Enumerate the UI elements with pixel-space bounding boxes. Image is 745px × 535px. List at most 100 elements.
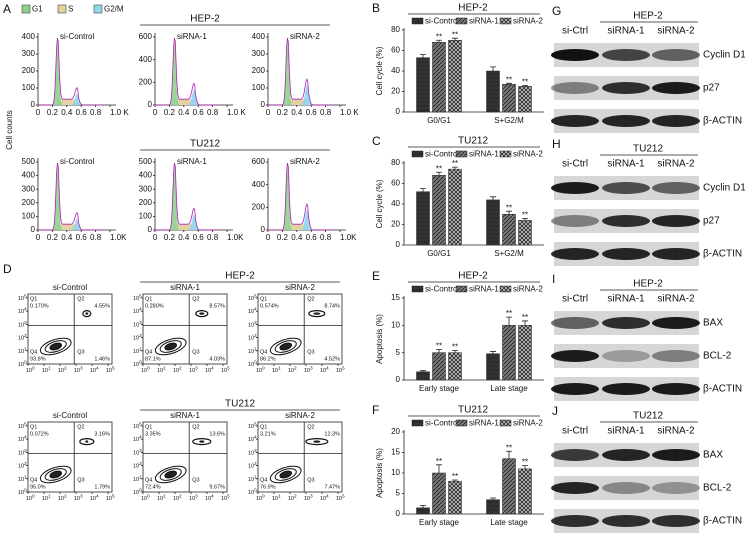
quadrant-name: Q1 [30,296,37,302]
y-tick-label: 102 [248,333,257,342]
y-tick-label: 5 [396,489,401,498]
group-title: HEP-2 [190,14,220,25]
quadrant-value: 0.170% [30,303,49,309]
legend-swatch [411,419,424,427]
significance: ** [436,32,442,41]
tick-base: 10 [18,336,24,342]
y-tick-label: 300 [252,49,266,58]
tick-base: 10 [320,368,326,374]
tick-base: 10 [336,496,342,502]
significance: ** [436,457,442,466]
tick-exponent: 0 [147,366,150,371]
contour [269,337,302,356]
quadrant-name: Q2 [192,296,199,302]
tick-exponent: 5 [342,366,345,371]
tick-base: 10 [221,496,227,502]
bar [486,353,500,381]
tick-exponent: 1 [163,366,166,371]
tick-base: 10 [90,496,96,502]
legend-swatch [411,150,424,158]
band [551,115,599,127]
tick-exponent: 0 [139,488,142,493]
tick-base: 10 [189,368,195,374]
tick-exponent: 3 [24,448,27,453]
y-tick-label: 101 [133,474,142,483]
tick-base: 10 [133,296,139,302]
tick-exponent: 3 [139,320,142,325]
y-tick-label: 103 [248,448,257,457]
tick-exponent: 4 [211,494,214,499]
significance: ** [522,458,528,467]
x-tick-label: 102 [58,366,67,375]
lane-label: si-Ctrl [562,294,588,305]
x-tick-label: 0.4 [291,233,303,242]
quadrant-name: Q2 [307,424,314,430]
plot-label: si-Control [53,283,87,292]
group-title: HEP-2 [225,271,255,282]
x-tick-label: 104 [205,494,214,503]
protein-label: Cyclin D1 [703,50,745,61]
x-tick-label: 0.2 [277,108,289,117]
lane-label: siRNA-1 [607,426,645,437]
error-bar [490,66,496,71]
y-tick-label: 102 [18,461,27,470]
y-tick-label: 100 [133,488,142,497]
tick-base: 10 [18,451,24,457]
tick-exponent: 5 [227,366,230,371]
band [652,248,700,260]
blot-title: TU212 [633,411,663,422]
plot-label: siRNA-1 [170,283,200,292]
y-tick-label: 10 [391,468,400,477]
y-tick-label: 400 [139,171,153,180]
tick-base: 10 [133,477,139,483]
y-tick-label: 104 [133,307,142,316]
tick-exponent: 0 [262,494,265,499]
quadrant-value: 1.79% [94,484,110,490]
bar [416,57,430,113]
quadrant-name: Q4 [260,349,267,355]
tick-base: 10 [256,368,262,374]
error-bar [452,166,458,170]
tick-exponent: 3 [254,320,257,325]
band [652,350,700,362]
hist-s [155,224,220,230]
y-tick-label: 20 [391,427,400,436]
tick-base: 10 [18,490,24,496]
legend-swatch [499,285,512,293]
blot-title: HEP-2 [633,11,663,22]
y-tick-label: 0 [396,107,401,116]
legend-swatch [499,17,512,25]
x-tick-label: 0 [36,233,41,242]
x-tick-label: 103 [189,366,198,375]
x-tick-label: 0.8 [90,108,102,117]
tick-exponent: 0 [262,366,265,371]
x-tick-label: Early stage [419,518,460,527]
tick-exponent: 5 [112,494,115,499]
hist-outline [155,162,220,231]
blot-title: TU212 [633,144,663,155]
bar [448,168,462,246]
tick-base: 10 [58,368,64,374]
y-tick-label: 103 [133,448,142,457]
y-tick-label: 40 [391,66,400,75]
bar [518,325,532,381]
contour [82,310,92,318]
y-tick-label: 100 [22,212,36,221]
tick-base: 10 [248,464,254,470]
plot-frame [257,293,343,365]
tick-exponent: 2 [254,461,257,466]
tick-exponent: 5 [24,294,27,299]
x-tick-label: 101 [42,366,51,375]
plot-frame [142,421,228,493]
y-tick-label: 300 [22,49,36,58]
x-tick-label: 0.4 [178,233,190,242]
chart-title: HEP-2 [458,271,488,282]
bar [502,325,516,381]
tick-exponent: 2 [179,494,182,499]
significance: ** [522,77,528,86]
y-tick-label: 400 [22,171,36,180]
error-bar [452,350,458,353]
x-tick-label: 105 [336,366,345,375]
legend-swatch [455,419,468,427]
quadrant-name: Q2 [77,296,84,302]
